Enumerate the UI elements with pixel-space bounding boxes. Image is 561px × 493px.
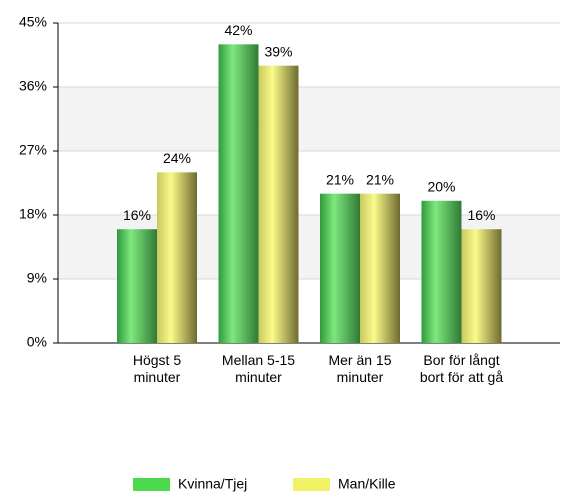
x-tick-label: Mellan 5-15 minuter: [221, 352, 296, 385]
data-label: 42%: [224, 22, 252, 38]
x-tick-label: Bor för långt bort för att gå: [419, 352, 504, 385]
bar: [360, 193, 400, 343]
y-tick-label: 36%: [19, 78, 47, 94]
data-label: 16%: [467, 207, 495, 223]
bar: [421, 200, 462, 343]
x-tick-label: Mer än 15 minuter: [328, 352, 392, 385]
x-tick-label: Högst 5 minuter: [132, 352, 182, 385]
grid-band: [58, 87, 560, 151]
data-label: 21%: [366, 171, 394, 187]
y-tick-label: 45%: [19, 14, 47, 30]
data-label: 16%: [123, 207, 151, 223]
bar: [117, 229, 157, 343]
bar: [218, 44, 259, 343]
bar: [461, 229, 502, 343]
data-label: 24%: [163, 150, 191, 166]
y-tick-label: 27%: [19, 142, 47, 158]
legend-label: Kvinna/Tjej: [178, 476, 247, 492]
data-label: 21%: [326, 171, 354, 187]
bar: [258, 65, 299, 344]
y-tick-label: 0%: [27, 334, 47, 350]
y-tick-label: 18%: [19, 206, 47, 222]
y-tick-label: 9%: [27, 270, 47, 286]
legend-swatch: [293, 478, 330, 491]
data-label: 20%: [427, 178, 455, 194]
legend-swatch: [133, 478, 170, 491]
bar: [320, 193, 360, 343]
bar: [157, 172, 197, 343]
legend-label: Man/Kille: [338, 476, 396, 492]
data-label: 39%: [264, 43, 292, 59]
